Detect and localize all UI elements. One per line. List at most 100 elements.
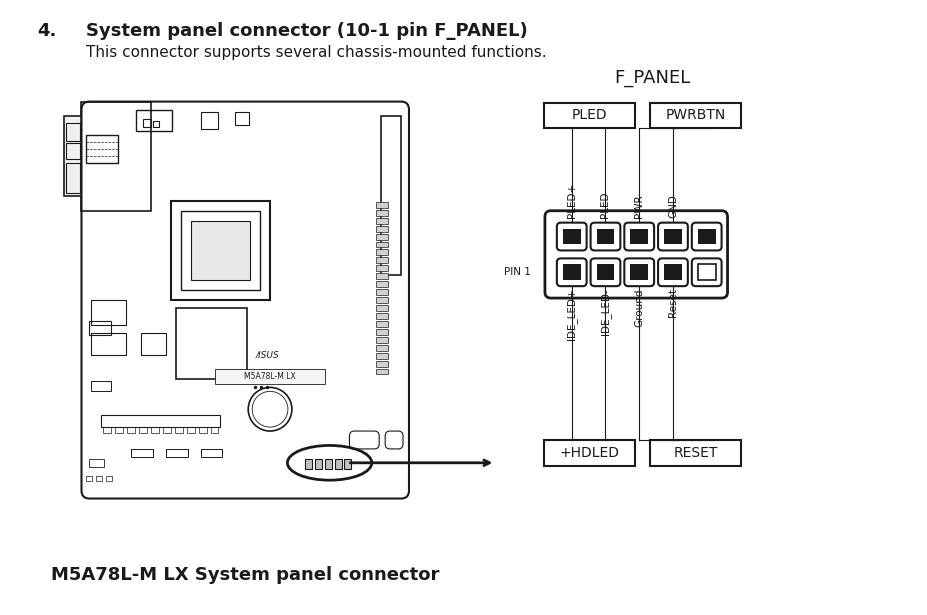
Bar	[200, 449, 222, 457]
Bar	[174, 427, 183, 433]
Bar	[82, 101, 151, 211]
Text: IDE_LED-: IDE_LED-	[600, 288, 610, 335]
Bar	[543, 440, 635, 466]
Bar	[92, 333, 126, 355]
Bar	[66, 124, 80, 141]
Bar	[562, 264, 580, 280]
Bar	[375, 234, 387, 239]
Bar	[103, 427, 111, 433]
Bar	[650, 103, 741, 129]
Bar	[198, 427, 207, 433]
FancyBboxPatch shape	[556, 223, 586, 250]
Bar	[66, 143, 80, 159]
Bar	[141, 333, 166, 355]
Text: 4.: 4.	[37, 22, 57, 40]
FancyBboxPatch shape	[556, 258, 586, 286]
Text: PIN 1: PIN 1	[503, 268, 530, 277]
Bar	[86, 135, 118, 163]
Bar	[375, 265, 387, 271]
Bar	[596, 264, 614, 280]
Bar	[375, 297, 387, 303]
Bar	[375, 289, 387, 295]
Bar	[381, 116, 400, 276]
Bar	[629, 229, 647, 245]
Bar	[375, 337, 387, 343]
Text: /ISUS: /ISUS	[255, 351, 279, 360]
Bar	[375, 281, 387, 287]
Bar	[64, 116, 82, 196]
Bar	[375, 313, 387, 319]
Bar	[314, 459, 322, 469]
Bar	[200, 111, 218, 129]
Bar	[664, 229, 681, 245]
FancyBboxPatch shape	[691, 223, 721, 250]
Bar	[171, 201, 270, 300]
Bar	[324, 459, 331, 469]
Bar	[86, 476, 93, 481]
FancyBboxPatch shape	[624, 258, 654, 286]
Text: This connector supports several chassis-mounted functions.: This connector supports several chassis-…	[86, 45, 547, 60]
Bar	[101, 415, 221, 427]
Bar	[235, 111, 249, 125]
Bar	[89, 459, 104, 467]
Bar	[344, 459, 351, 469]
Bar	[375, 202, 387, 208]
Bar	[115, 427, 123, 433]
Bar	[375, 305, 387, 311]
Text: Ground: Ground	[633, 288, 643, 327]
Text: M5A78L-M LX System panel connector: M5A78L-M LX System panel connector	[51, 566, 439, 584]
Bar	[375, 321, 387, 327]
Text: +HDLED: +HDLED	[559, 446, 619, 460]
Text: PWR: PWR	[633, 194, 643, 218]
Bar	[96, 476, 102, 481]
Bar	[215, 368, 324, 384]
Bar	[375, 210, 387, 216]
Bar	[66, 163, 80, 193]
Bar	[697, 264, 715, 280]
Bar	[131, 449, 153, 457]
Text: PWRBTN: PWRBTN	[665, 108, 725, 122]
Bar	[190, 221, 250, 280]
Bar	[562, 229, 580, 245]
Bar	[136, 109, 171, 132]
Bar	[304, 459, 311, 469]
Bar	[375, 329, 387, 335]
Text: GND: GND	[667, 194, 678, 218]
Bar	[375, 352, 387, 359]
Bar	[375, 218, 387, 224]
Bar	[375, 345, 387, 351]
Bar	[629, 264, 647, 280]
FancyBboxPatch shape	[590, 258, 619, 286]
FancyBboxPatch shape	[624, 223, 654, 250]
Bar	[181, 211, 260, 290]
Bar	[697, 229, 715, 245]
Bar	[186, 427, 195, 433]
Bar	[163, 427, 171, 433]
Bar	[92, 381, 111, 391]
Text: System panel connector (10-1 pin F_PANEL): System panel connector (10-1 pin F_PANEL…	[86, 22, 527, 40]
Bar	[596, 229, 614, 245]
Bar	[375, 250, 387, 255]
Text: M5A78L-M LX: M5A78L-M LX	[244, 372, 296, 381]
Bar	[107, 476, 112, 481]
Bar	[650, 440, 741, 466]
Bar	[89, 321, 111, 335]
Bar	[375, 242, 387, 247]
Text: IDE_LED+: IDE_LED+	[565, 288, 577, 339]
Text: PLED-: PLED-	[600, 188, 610, 218]
Bar	[166, 449, 187, 457]
Bar	[143, 119, 151, 127]
Bar	[127, 427, 135, 433]
Bar	[175, 308, 247, 379]
Text: RESET: RESET	[673, 446, 717, 460]
Text: Reset: Reset	[667, 288, 678, 317]
Text: F_PANEL: F_PANEL	[614, 69, 690, 87]
Bar	[210, 427, 218, 433]
Bar	[543, 103, 635, 129]
Bar	[375, 226, 387, 232]
FancyBboxPatch shape	[657, 258, 687, 286]
Bar	[664, 264, 681, 280]
Bar	[335, 459, 341, 469]
Bar	[153, 121, 159, 127]
Text: PLED+: PLED+	[566, 183, 576, 218]
